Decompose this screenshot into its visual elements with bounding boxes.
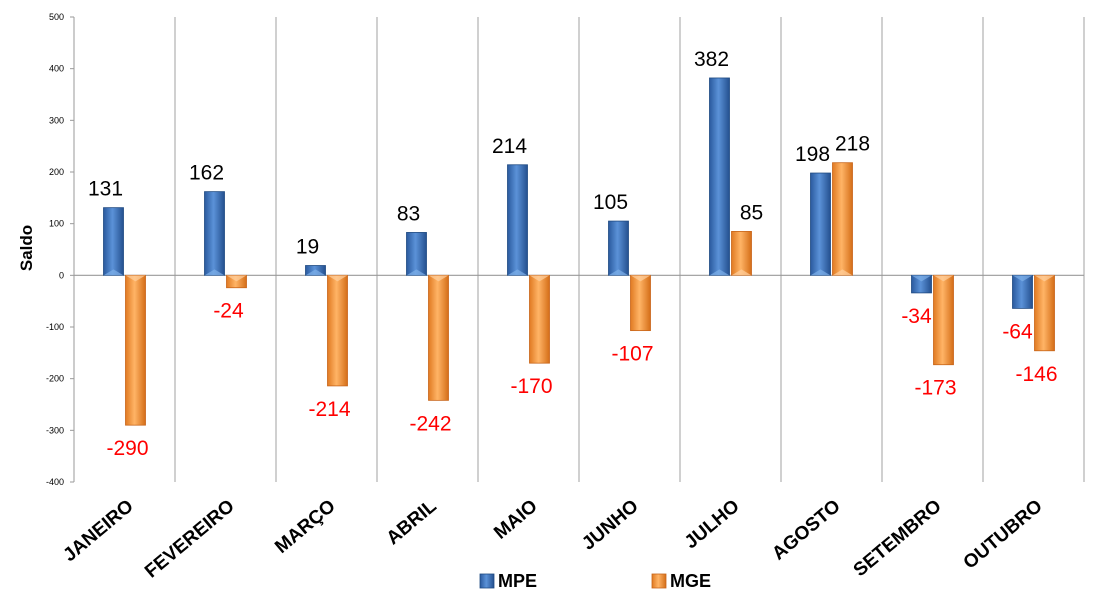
data-label: -34 xyxy=(901,305,932,328)
data-label: 105 xyxy=(593,191,628,214)
y-tick-label: 0 xyxy=(59,270,64,280)
mpe-bar xyxy=(608,220,629,276)
data-label: 85 xyxy=(740,201,763,224)
mpe-bar-bevel xyxy=(103,269,124,276)
mge-bar xyxy=(731,231,752,276)
data-label: -107 xyxy=(611,343,653,366)
legend-label-mge: MGE xyxy=(670,571,711,591)
legend-swatch-mge xyxy=(651,573,667,589)
mpe-bar-bevel xyxy=(406,269,427,276)
x-tick-label: SETEMBRO xyxy=(850,496,946,581)
data-label: 198 xyxy=(795,143,830,166)
mpe-bar xyxy=(406,232,427,276)
mge-bar-bevel xyxy=(1034,275,1055,282)
legend-label-mpe: MPE xyxy=(498,571,537,591)
mge-bar-bevel xyxy=(327,275,348,282)
y-axis-title: Saldo xyxy=(17,225,36,271)
x-tick-label: OUTUBRO xyxy=(960,496,1047,574)
data-label: 382 xyxy=(694,48,729,71)
grid-layer: 500 400 300 200 100 0 -100 -200 -300 -400 xyxy=(46,12,1085,487)
data-label: -170 xyxy=(510,375,552,398)
mge-bar xyxy=(327,274,348,387)
data-label: -242 xyxy=(409,412,451,435)
data-label: -290 xyxy=(106,437,148,460)
x-tick-label: AGOSTO xyxy=(768,496,844,565)
mpe-bar-bevel xyxy=(911,275,932,282)
y-tick-label: 400 xyxy=(49,64,64,74)
mpe-bar-bevel xyxy=(1012,275,1033,282)
x-tick-label: MARÇO xyxy=(271,496,339,558)
mge-bar-bevel xyxy=(226,275,247,282)
mpe-bar-bevel xyxy=(709,269,730,276)
mge-bar xyxy=(832,162,853,276)
data-label: -24 xyxy=(213,300,244,323)
x-tick-label: ABRIL xyxy=(383,495,441,549)
mpe-bar-bevel xyxy=(608,269,629,276)
mpe-bar-bevel xyxy=(810,269,831,276)
mpe-bar-bevel xyxy=(305,269,326,276)
legend-swatch-mpe xyxy=(479,573,495,589)
mge-bar xyxy=(125,274,146,426)
y-tick-label: 300 xyxy=(49,115,64,125)
y-tick-label: 500 xyxy=(49,12,64,22)
y-tick-label: 100 xyxy=(49,219,64,229)
data-label: -173 xyxy=(914,377,956,400)
y-tick-label: 200 xyxy=(49,167,64,177)
data-label: 218 xyxy=(835,133,870,156)
mpe-bar xyxy=(709,77,730,276)
mge-bar xyxy=(630,274,651,332)
mge-bar xyxy=(1034,274,1055,352)
mge-bar-bevel xyxy=(630,275,651,282)
mge-bar-bevel xyxy=(832,269,853,276)
x-tick-label: JULHO xyxy=(681,496,744,553)
mge-bar xyxy=(933,274,954,366)
mge-bar-bevel xyxy=(125,275,146,282)
x-tick-label: FEVEREIRO xyxy=(141,496,239,583)
labels-layer: 131 -290 JANEIRO 162 -24 FEVEREIRO 19 -214 MARÇO… xyxy=(60,48,1058,582)
data-label: 131 xyxy=(88,178,123,201)
y-tick-label: -200 xyxy=(46,374,64,384)
mpe-bar xyxy=(204,191,225,276)
legend: MPE MGE xyxy=(479,571,711,591)
data-label: 19 xyxy=(296,236,319,259)
y-tick-label: -100 xyxy=(46,322,64,332)
x-tick-label: JUNHO xyxy=(578,496,642,555)
y-tick-label: -400 xyxy=(46,477,64,487)
mge-bar-bevel xyxy=(933,275,954,282)
y-tick-label: -300 xyxy=(46,425,64,435)
x-tick-label: JANEIRO xyxy=(60,496,138,566)
mge-bar-bevel xyxy=(529,275,550,282)
mge-bar xyxy=(529,274,550,364)
x-tick-label: MAIO xyxy=(490,496,542,544)
mpe-bar-bevel xyxy=(507,269,528,276)
data-label: 162 xyxy=(189,162,224,185)
bars-layer xyxy=(103,77,1055,426)
data-label: 83 xyxy=(397,202,420,225)
mge-bar xyxy=(428,274,449,401)
data-label: 214 xyxy=(492,135,527,158)
data-label: -214 xyxy=(308,398,350,421)
mpe-bar xyxy=(810,172,831,276)
data-label: -146 xyxy=(1015,363,1057,386)
mpe-bar-bevel xyxy=(204,269,225,276)
mge-bar-bevel xyxy=(428,275,449,282)
data-label: -64 xyxy=(1002,320,1033,343)
mpe-bar xyxy=(507,164,528,276)
mpe-bar xyxy=(103,207,124,276)
mge-bar-bevel xyxy=(731,269,752,276)
